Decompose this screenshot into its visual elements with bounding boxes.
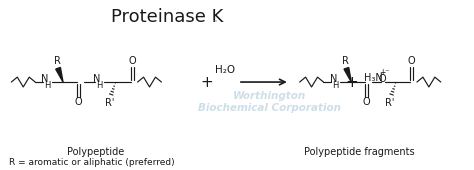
Text: ™: ™ xyxy=(211,21,217,26)
Text: R: R xyxy=(54,56,61,66)
Text: N: N xyxy=(330,74,337,84)
Text: H₃N: H₃N xyxy=(364,73,383,83)
Text: ⁻: ⁻ xyxy=(385,69,390,78)
Text: N: N xyxy=(93,74,100,84)
Text: H₂O: H₂O xyxy=(215,65,235,75)
Polygon shape xyxy=(56,67,63,82)
Text: O: O xyxy=(128,56,136,66)
Text: O: O xyxy=(408,56,415,66)
Text: O: O xyxy=(363,97,371,107)
Text: Polypeptide: Polypeptide xyxy=(67,147,125,157)
Text: R = aromatic or aliphatic (preferred): R = aromatic or aliphatic (preferred) xyxy=(9,158,175,167)
Text: O: O xyxy=(74,97,82,107)
Text: Worthington
Biochemical Corporation: Worthington Biochemical Corporation xyxy=(198,91,341,113)
Text: H: H xyxy=(96,81,102,90)
Text: R': R' xyxy=(385,98,395,108)
Text: N: N xyxy=(41,74,49,84)
Text: Polypeptide fragments: Polypeptide fragments xyxy=(304,147,415,157)
Polygon shape xyxy=(344,67,351,82)
Text: H: H xyxy=(332,81,338,90)
Text: O: O xyxy=(378,74,386,84)
Text: Proteinase K: Proteinase K xyxy=(111,8,223,26)
Text: H: H xyxy=(44,81,50,90)
Text: +: + xyxy=(201,75,214,90)
Text: +: + xyxy=(345,75,358,90)
Text: +: + xyxy=(379,68,385,77)
Text: R': R' xyxy=(105,98,114,108)
Text: R: R xyxy=(342,56,349,66)
